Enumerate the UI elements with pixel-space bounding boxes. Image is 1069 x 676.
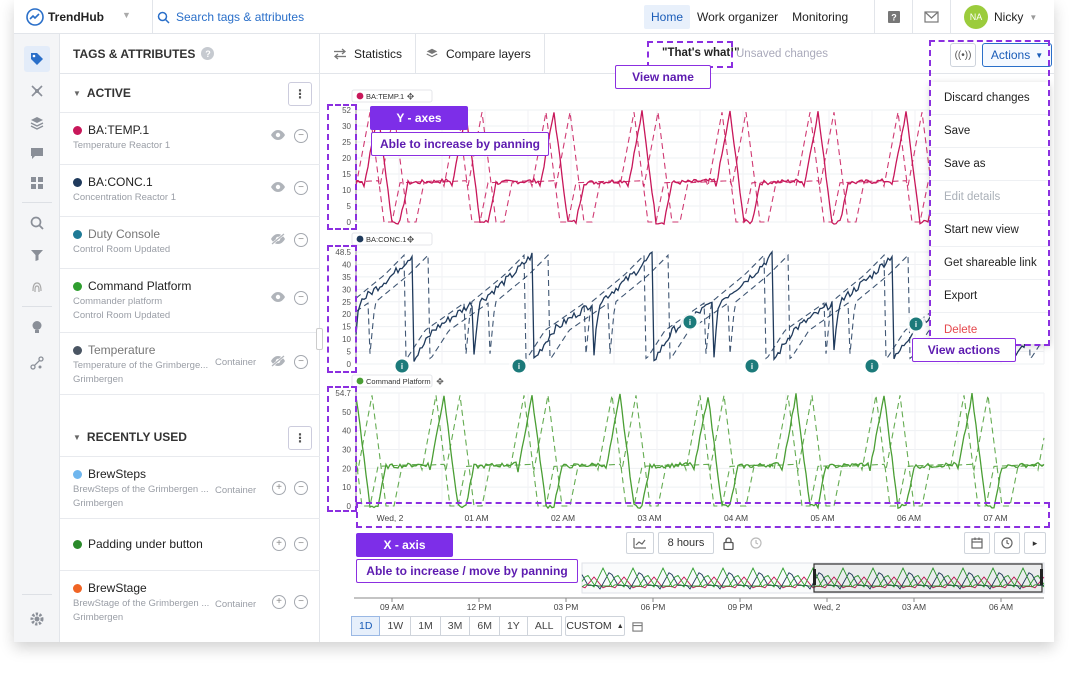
overview-tick-label: 09 PM	[728, 602, 753, 612]
x-axis-callout: X - axis	[356, 533, 453, 557]
view-name-callout: View name	[615, 65, 711, 89]
history-icon[interactable]	[744, 532, 768, 554]
overview-tick-label: 12 PM	[467, 602, 492, 612]
calendar-button[interactable]	[964, 532, 990, 554]
app-window: TrendHub ▼ Search tags & attributes Home…	[14, 0, 1054, 642]
overview-tick-label: 06 PM	[641, 602, 666, 612]
x-axis-highlight	[356, 502, 1050, 528]
move-handle-icon: ✥	[407, 92, 415, 102]
overview-tick-label: 06 AM	[989, 602, 1013, 612]
info-icon: i	[401, 362, 403, 371]
clock-icon	[1001, 537, 1013, 549]
series-color-dot	[357, 236, 364, 243]
clock-button[interactable]	[994, 532, 1020, 554]
view-actions-highlight	[929, 40, 1050, 346]
custom-calendar-icon[interactable]	[628, 616, 646, 636]
info-icon: i	[915, 320, 917, 329]
overview-tick-label: 03 PM	[554, 602, 579, 612]
series-color-dot	[357, 378, 364, 385]
y-axes-callout: Y - axes	[370, 106, 468, 130]
y-axis-highlight-3	[327, 386, 357, 512]
duration-field[interactable]: 8 hours	[658, 532, 714, 554]
view-actions-callout: View actions	[912, 338, 1016, 362]
range-1d[interactable]: 1D	[351, 616, 380, 636]
move-handle-icon: ✥	[436, 377, 444, 387]
series-label: BA:CONC.1	[366, 235, 406, 244]
info-icon: i	[689, 318, 691, 327]
range-1y[interactable]: 1Y	[499, 616, 528, 636]
chevron-right-icon: ▸	[1033, 538, 1038, 549]
y-axis-highlight-1	[327, 104, 357, 230]
range-3m[interactable]: 3M	[440, 616, 471, 636]
range-1m[interactable]: 1M	[410, 616, 441, 636]
overview-tick-label: 03 AM	[902, 602, 926, 612]
next-period-button[interactable]: ▸	[1024, 532, 1046, 554]
y-axes-pan-callout: Able to increase by panning	[371, 132, 549, 156]
range-6m[interactable]: 6M	[469, 616, 500, 636]
chart-line-icon	[633, 537, 647, 549]
overview-tick-label: 09 AM	[380, 602, 404, 612]
view-name-highlight	[647, 41, 733, 68]
chart-type-button[interactable]	[626, 532, 654, 554]
y-axis-highlight-2	[327, 245, 357, 373]
x-axis-pan-callout: Able to increase / move by panning	[356, 559, 578, 583]
info-icon: i	[871, 362, 873, 371]
overview-tick-label: Wed, 2	[814, 602, 841, 612]
move-handle-icon: ✥	[407, 235, 415, 245]
calendar-icon	[971, 537, 983, 549]
series-color-dot	[357, 93, 364, 100]
range-all[interactable]: ALL	[527, 616, 562, 636]
info-icon: i	[518, 362, 520, 371]
caret-up-icon: ▲	[617, 623, 624, 630]
range-1w[interactable]: 1W	[379, 616, 411, 636]
series-label: Command Platform	[366, 377, 431, 386]
lock-icon[interactable]	[716, 532, 740, 554]
overview-window	[814, 564, 1042, 592]
overview-handle-right	[1040, 569, 1043, 585]
overview-handle-left	[813, 569, 816, 585]
info-icon: i	[751, 362, 753, 371]
custom-range-button[interactable]: CUSTOM ▲	[565, 616, 625, 636]
series-label: BA:TEMP.1	[366, 92, 404, 101]
range-selector: 1D 1W 1M 3M 6M 1Y ALL	[352, 616, 562, 636]
